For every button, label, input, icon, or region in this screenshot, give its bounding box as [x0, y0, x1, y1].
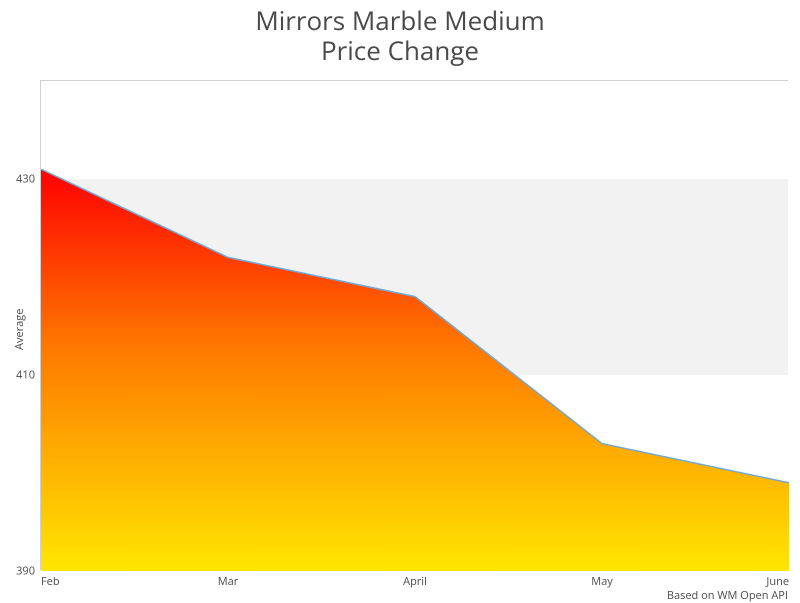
- y-axis-label: Average: [12, 309, 27, 350]
- x-tick: Mar: [218, 574, 239, 589]
- chart-area: 390410430FebMarAprilMayJune Average Base…: [40, 80, 788, 570]
- credit-text: Based on WM Open API: [667, 588, 788, 603]
- y-tick: 410: [16, 368, 35, 383]
- chart-title: Mirrors Marble Medium Price Change: [0, 0, 800, 66]
- y-tick: 390: [16, 564, 35, 579]
- x-tick: May: [591, 574, 613, 589]
- y-tick: 430: [16, 172, 35, 187]
- plot-area: 390410430FebMarAprilMayJune: [40, 80, 788, 570]
- x-tick: June: [766, 574, 789, 589]
- title-line-2: Price Change: [321, 32, 479, 68]
- area-fill: [41, 169, 789, 571]
- area-chart-svg: [41, 81, 789, 571]
- x-tick: Feb: [41, 574, 60, 589]
- x-tick: April: [403, 574, 427, 589]
